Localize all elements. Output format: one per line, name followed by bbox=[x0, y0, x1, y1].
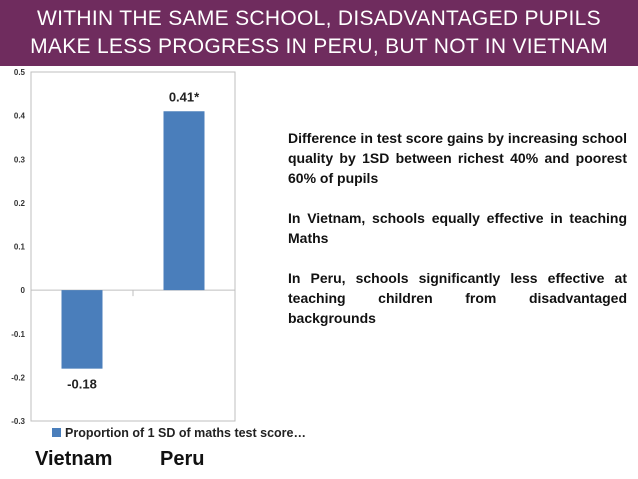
y-tick-label: -0.2 bbox=[11, 373, 25, 382]
y-tick-label: 0.3 bbox=[14, 155, 26, 164]
title-line-2: MAKE LESS PROGRESS IN PERU, BUT NOT IN V… bbox=[30, 35, 608, 58]
slide-title: WITHIN THE SAME SCHOOL, DISADVANTAGED PU… bbox=[0, 0, 638, 66]
annotation-peru: In Peru, schools significantly less effe… bbox=[288, 270, 627, 326]
legend-swatch bbox=[52, 428, 61, 437]
bar-peru bbox=[163, 111, 205, 291]
y-tick-label: -0.1 bbox=[11, 330, 25, 339]
y-tick-label: 0.4 bbox=[14, 112, 26, 121]
title-line-1: WITHIN THE SAME SCHOOL, DISADVANTAGED PU… bbox=[37, 7, 601, 30]
y-tick-label: 0.1 bbox=[14, 243, 26, 252]
y-tick-label: -0.3 bbox=[11, 417, 25, 426]
data-label-vietnam: -0.18 bbox=[67, 377, 97, 392]
bar-chart: 0.5 0.4 0.3 0.2 0.1 0 -0.1 -0.2 -0.3 -0.18 0.41* Pr… bbox=[11, 68, 306, 470]
y-tick-label: 0.5 bbox=[14, 68, 26, 77]
category-label-vietnam: Vietnam bbox=[35, 448, 112, 470]
category-label-peru: Peru bbox=[160, 448, 204, 470]
y-tick-label: 0 bbox=[21, 286, 26, 295]
annotation-vietnam: In Vietnam, schools equally effective in… bbox=[288, 210, 627, 246]
bar-vietnam bbox=[61, 290, 103, 369]
plot-area bbox=[30, 71, 236, 422]
annotation-definition: Difference in test score gains by increa… bbox=[288, 130, 627, 186]
legend-label: Proportion of 1 SD of maths test score… bbox=[65, 426, 306, 440]
annotation-block: Difference in test score gains by increa… bbox=[288, 128, 627, 328]
y-tick-label: 0.2 bbox=[14, 199, 26, 208]
data-label-peru: 0.41* bbox=[169, 89, 200, 104]
